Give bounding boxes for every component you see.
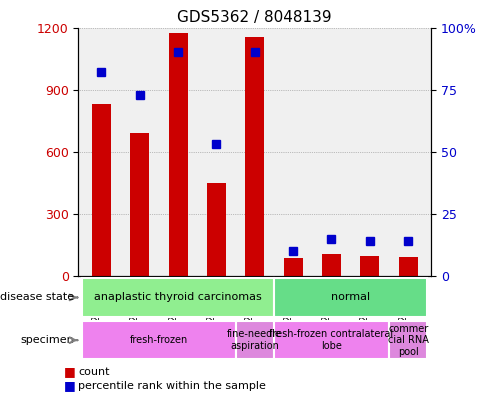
Bar bbox=[169, 33, 188, 276]
Text: fresh-frozen contralateral
lobe: fresh-frozen contralateral lobe bbox=[270, 329, 393, 351]
Bar bbox=[207, 183, 226, 276]
Text: ■: ■ bbox=[64, 365, 75, 378]
FancyBboxPatch shape bbox=[389, 321, 427, 360]
Bar bbox=[322, 254, 341, 276]
Title: GDS5362 / 8048139: GDS5362 / 8048139 bbox=[177, 10, 332, 25]
Text: commer
cial RNA
pool: commer cial RNA pool bbox=[388, 323, 429, 357]
Bar bbox=[398, 257, 418, 276]
Text: ■: ■ bbox=[64, 379, 75, 392]
FancyBboxPatch shape bbox=[82, 278, 274, 317]
Text: fresh-frozen: fresh-frozen bbox=[130, 335, 188, 345]
Text: anaplastic thyroid carcinomas: anaplastic thyroid carcinomas bbox=[94, 292, 262, 303]
FancyBboxPatch shape bbox=[274, 321, 389, 360]
Text: specimen: specimen bbox=[20, 335, 74, 345]
Text: normal: normal bbox=[331, 292, 370, 303]
FancyBboxPatch shape bbox=[236, 321, 274, 360]
FancyBboxPatch shape bbox=[274, 278, 427, 317]
Text: percentile rank within the sample: percentile rank within the sample bbox=[78, 381, 266, 391]
Text: disease state: disease state bbox=[0, 292, 74, 303]
Bar bbox=[92, 104, 111, 276]
Text: count: count bbox=[78, 367, 110, 377]
Bar bbox=[245, 37, 265, 276]
Bar bbox=[130, 133, 149, 276]
Bar bbox=[360, 256, 379, 276]
Bar bbox=[284, 259, 303, 276]
Text: fine-needle
aspiration: fine-needle aspiration bbox=[227, 329, 282, 351]
FancyBboxPatch shape bbox=[82, 321, 236, 360]
